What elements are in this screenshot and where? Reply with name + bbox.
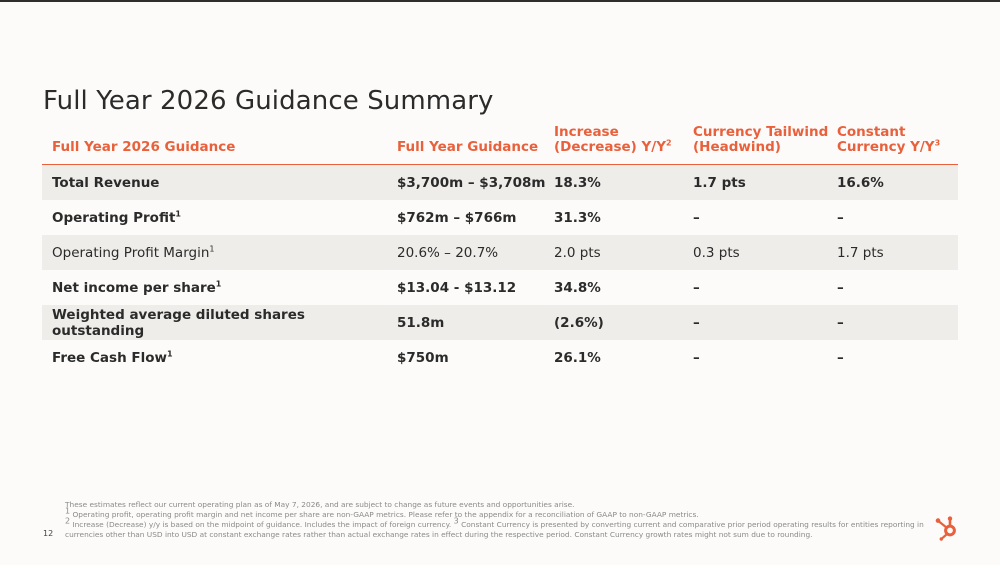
table-row: Operating Profit1 $762m – $766m 31.3% – – xyxy=(42,200,958,235)
cell-full-year-guidance: $3,700m – $3,708m xyxy=(397,174,546,191)
cell-currency-tailwind: – xyxy=(693,314,700,331)
cell-currency-tailwind: – xyxy=(693,279,700,296)
cell-constant-currency: – xyxy=(837,314,844,331)
header-full-year-guidance: Full Year Guidance xyxy=(397,139,539,155)
table-row: Total Revenue $3,700m – $3,708m 18.3% 1.7 p… xyxy=(42,164,958,200)
header-guidance: Full Year 2026 Guidance xyxy=(52,139,236,155)
footnotes: These estimates reflect our current oper… xyxy=(65,500,945,540)
cell-currency-tailwind: – xyxy=(693,209,700,226)
cell-full-year-guidance: 51.8m xyxy=(397,314,445,331)
cell-increase-decrease: 26.1% xyxy=(554,349,601,366)
cell-increase-decrease: 34.8% xyxy=(554,279,601,296)
top-rule xyxy=(0,0,1000,2)
cell-constant-currency: – xyxy=(837,279,844,296)
page-number: 12 xyxy=(43,529,54,538)
row-label: Total Revenue xyxy=(52,174,160,191)
cell-currency-tailwind: – xyxy=(693,349,700,366)
table-header-row: Full Year 2026 Guidance Full Year Guidan… xyxy=(42,118,958,165)
footnote-line: These estimates reflect our current oper… xyxy=(65,500,575,509)
row-label: Net income per share1 xyxy=(52,279,222,296)
header-constant-currency: Constant Currency Y/Y3 xyxy=(837,124,941,155)
hubspot-sprocket-icon xyxy=(935,516,956,541)
cell-constant-currency: – xyxy=(837,349,844,366)
cell-full-year-guidance: 20.6% – 20.7% xyxy=(397,244,499,261)
table-row: Operating Profit Margin1 20.6% – 20.7% 2.0… xyxy=(42,235,958,270)
footnote-line: 2 Increase (Decrease) y/y is based on th… xyxy=(65,516,924,539)
header-increase-decrease: Increase (Decrease) Y/Y2 xyxy=(554,124,672,155)
cell-full-year-guidance: $13.04 - $13.12 xyxy=(397,279,517,296)
table-row: Net income per share1 $13.04 - $13.12 34.8… xyxy=(42,270,958,305)
cell-constant-currency: 1.7 pts xyxy=(837,244,884,261)
cell-currency-tailwind: 0.3 pts xyxy=(693,244,740,261)
cell-increase-decrease: 31.3% xyxy=(554,209,601,226)
table-row: Weighted average diluted shares outstand… xyxy=(42,305,958,340)
cell-full-year-guidance: $750m xyxy=(397,349,449,366)
cell-increase-decrease: 2.0 pts xyxy=(554,244,601,261)
row-label: Free Cash Flow1 xyxy=(52,349,173,366)
cell-constant-currency: 16.6% xyxy=(837,174,884,191)
table-row: Free Cash Flow1 $750m 26.1% – – xyxy=(42,340,958,375)
page-title: Full Year 2026 Guidance Summary xyxy=(43,86,494,117)
cell-constant-currency: – xyxy=(837,209,844,226)
cell-increase-decrease: (2.6%) xyxy=(554,314,604,331)
guidance-table: Full Year 2026 Guidance Full Year Guidan… xyxy=(42,118,958,375)
cell-increase-decrease: 18.3% xyxy=(554,174,601,191)
cell-full-year-guidance: $762m – $766m xyxy=(397,209,517,226)
header-currency-tailwind: Currency Tailwind (Headwind) xyxy=(693,124,829,155)
row-label: Operating Profit Margin1 xyxy=(52,244,215,261)
cell-currency-tailwind: 1.7 pts xyxy=(693,174,746,191)
footnote-line: 1 Operating profit, operating profit mar… xyxy=(65,506,699,519)
row-label: Weighted average diluted shares outstand… xyxy=(52,306,305,339)
row-label: Operating Profit1 xyxy=(52,209,181,226)
